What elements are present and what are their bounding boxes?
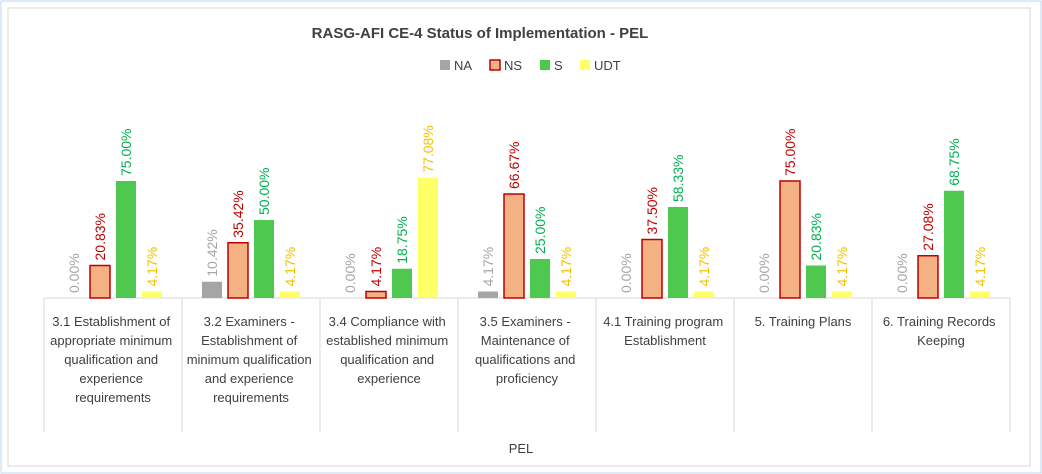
x-tick-label: 3.2 Examiners - Establishment of minimum… xyxy=(187,314,316,405)
value-label: 4.17% xyxy=(282,247,298,287)
bar xyxy=(503,193,525,299)
x-tick-line: 4.1 Training program xyxy=(603,314,727,329)
x-tick-line: 3.1 Establishment of xyxy=(52,314,173,329)
bar xyxy=(254,220,274,298)
bar xyxy=(832,291,852,298)
value-label: 20.83% xyxy=(92,213,108,260)
x-tick-line: requirements xyxy=(75,390,151,405)
value-label: 4.17% xyxy=(834,247,850,287)
legend-swatch xyxy=(489,59,501,71)
x-tick-line: 3.4 Compliance with xyxy=(329,314,450,329)
legend-label: S xyxy=(554,58,563,73)
value-label: 4.17% xyxy=(972,247,988,287)
x-tick-line: proficiency xyxy=(496,371,559,386)
value-label: 66.67% xyxy=(506,142,522,189)
x-tick-line: qualification and xyxy=(340,352,438,367)
bar xyxy=(779,180,801,299)
value-label: 37.50% xyxy=(644,187,660,234)
legend-label: UDT xyxy=(594,58,621,73)
value-label: 0.00% xyxy=(618,253,634,293)
bar xyxy=(530,259,550,298)
value-label: 4.17% xyxy=(368,247,384,287)
value-label: 75.00% xyxy=(782,129,798,176)
value-label: 4.17% xyxy=(144,247,160,287)
x-tick-line: 3.5 Examiners - xyxy=(480,314,575,329)
value-label: 20.83% xyxy=(808,213,824,260)
x-tick-line: Establishment of xyxy=(201,333,301,348)
x-tick-line: and experience xyxy=(205,371,298,386)
value-label: 77.08% xyxy=(420,125,436,172)
value-label: 4.17% xyxy=(558,247,574,287)
x-tick-line: minimum qualification xyxy=(187,352,316,367)
value-label: 0.00% xyxy=(342,253,358,293)
bar xyxy=(202,281,222,298)
x-tick-line: established minimum xyxy=(326,333,452,348)
bar xyxy=(478,291,498,298)
bar xyxy=(556,291,576,298)
bar xyxy=(365,290,387,299)
x-tick-line: appropriate minimum xyxy=(50,333,176,348)
x-axis-title: PEL xyxy=(509,441,534,456)
x-tick-line: Establishment xyxy=(624,333,706,348)
value-label: 0.00% xyxy=(756,253,772,293)
bar xyxy=(641,238,663,299)
value-label: 0.00% xyxy=(66,253,82,293)
x-tick-line: Keeping xyxy=(917,333,965,348)
value-label: 10.42% xyxy=(204,229,220,276)
legend-swatch xyxy=(580,60,590,70)
value-label: 18.75% xyxy=(394,216,410,263)
x-tick-line: experience xyxy=(79,371,146,386)
x-tick-line: qualification and xyxy=(64,352,162,367)
bar xyxy=(280,291,300,298)
bar xyxy=(944,190,964,298)
x-tick-line: requirements xyxy=(213,390,289,405)
x-tick-line: 5. Training Plans xyxy=(755,314,852,329)
bar xyxy=(227,241,249,299)
x-tick-line: experience xyxy=(357,371,421,386)
x-tick-line: 6. Training Records xyxy=(883,314,999,329)
x-tick-label: 3.5 Examiners - Maintenance of qualifica… xyxy=(475,314,579,386)
x-tick-label: 3.1 Establishment of appropriate minimum… xyxy=(50,314,176,405)
x-tick-label: 6. Training Records Keeping xyxy=(883,314,999,348)
bar xyxy=(89,264,111,299)
value-label: 0.00% xyxy=(894,253,910,293)
legend-swatch xyxy=(440,60,450,70)
chart-title: RASG-AFI CE-4 Status of Implementation -… xyxy=(312,25,649,42)
legend-swatch xyxy=(540,60,550,70)
x-tick-line: Maintenance of xyxy=(481,333,574,348)
value-label: 35.42% xyxy=(230,190,246,237)
bar xyxy=(418,177,438,298)
bar xyxy=(694,291,714,298)
x-tick-line: 3.2 Examiners - xyxy=(204,314,299,329)
value-label: 75.00% xyxy=(118,129,134,176)
x-tick-label: 5. Training Plans xyxy=(755,314,852,329)
bar xyxy=(392,268,412,298)
bar xyxy=(116,181,136,298)
value-label: 68.75% xyxy=(946,138,962,185)
bar xyxy=(668,207,688,298)
bar xyxy=(917,255,939,299)
x-tick-label: 4.1 Training program Establishment xyxy=(603,314,727,348)
bar xyxy=(806,265,826,298)
legend-label: NA xyxy=(454,58,472,73)
value-label: 4.17% xyxy=(696,247,712,287)
value-label: 25.00% xyxy=(532,207,548,254)
value-label: 58.33% xyxy=(670,155,686,202)
bar xyxy=(142,291,162,298)
value-label: 4.17% xyxy=(480,247,496,287)
value-label: 50.00% xyxy=(256,168,272,215)
x-tick-label: 3.4 Compliance with established minimum … xyxy=(326,314,452,386)
x-tick-line: qualifications and xyxy=(475,352,579,367)
legend-label: NS xyxy=(504,58,522,73)
value-label: 27.08% xyxy=(920,203,936,250)
bar xyxy=(970,291,990,298)
